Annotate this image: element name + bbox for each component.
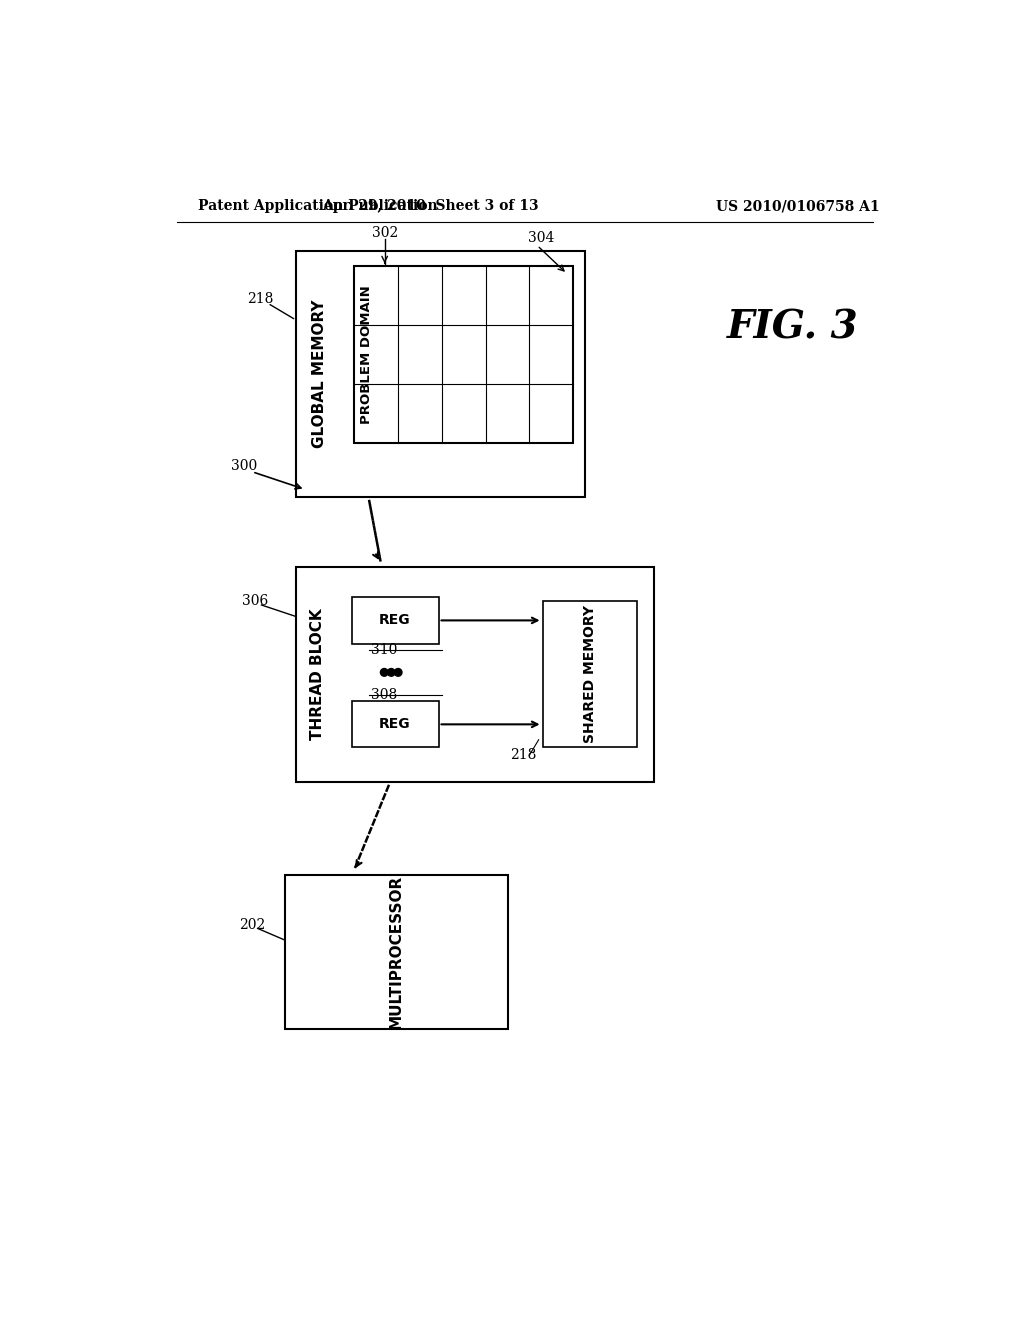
Text: PROBLEM DOMAIN: PROBLEM DOMAIN: [359, 285, 373, 424]
Bar: [285, 874, 508, 1028]
Text: 304: 304: [527, 231, 554, 244]
Text: 302: 302: [372, 226, 397, 240]
Bar: [354, 267, 573, 444]
Text: 310: 310: [371, 643, 397, 656]
Bar: [543, 601, 637, 747]
Text: 308: 308: [371, 688, 397, 702]
Circle shape: [394, 668, 402, 676]
Text: REG: REG: [379, 614, 411, 627]
Text: SHARED MEMORY: SHARED MEMORY: [583, 606, 597, 743]
Text: 300: 300: [231, 459, 258, 474]
Text: FIG. 3: FIG. 3: [727, 309, 858, 347]
Bar: [296, 251, 585, 498]
Text: US 2010/0106758 A1: US 2010/0106758 A1: [716, 199, 880, 213]
Text: 218: 218: [247, 292, 273, 305]
Text: 218: 218: [510, 748, 537, 762]
Text: REG: REG: [379, 717, 411, 731]
Circle shape: [381, 668, 388, 676]
Bar: [296, 566, 654, 781]
Bar: [351, 701, 438, 747]
Bar: [351, 597, 438, 644]
Text: 202: 202: [239, 917, 265, 932]
Text: Patent Application Publication: Patent Application Publication: [199, 199, 438, 213]
Text: GLOBAL MEMORY: GLOBAL MEMORY: [311, 300, 327, 449]
Text: 306: 306: [242, 594, 268, 609]
Circle shape: [387, 668, 395, 676]
Text: Apr. 29, 2010  Sheet 3 of 13: Apr. 29, 2010 Sheet 3 of 13: [323, 199, 540, 213]
Text: MULTIPROCESSOR: MULTIPROCESSOR: [389, 874, 403, 1028]
Text: THREAD BLOCK: THREAD BLOCK: [310, 609, 326, 741]
